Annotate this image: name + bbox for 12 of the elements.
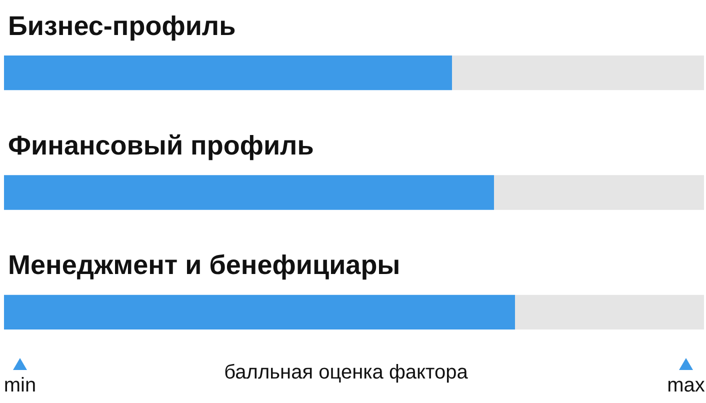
bar xyxy=(494,175,704,210)
annotation: min xyxy=(4,374,36,397)
bar xyxy=(4,175,494,210)
bar xyxy=(4,294,515,330)
bar xyxy=(452,55,704,90)
bar xyxy=(4,55,452,90)
x-axis-title: балльная оценка фактора xyxy=(224,362,469,384)
y-tick-label: Бизнес-профиль xyxy=(8,10,236,41)
bar xyxy=(515,294,704,330)
annotation: max xyxy=(667,374,705,397)
y-tick-label: Менеджмент и бенефициары xyxy=(8,250,400,280)
y-tick-label: Финансовый профиль xyxy=(8,130,314,160)
